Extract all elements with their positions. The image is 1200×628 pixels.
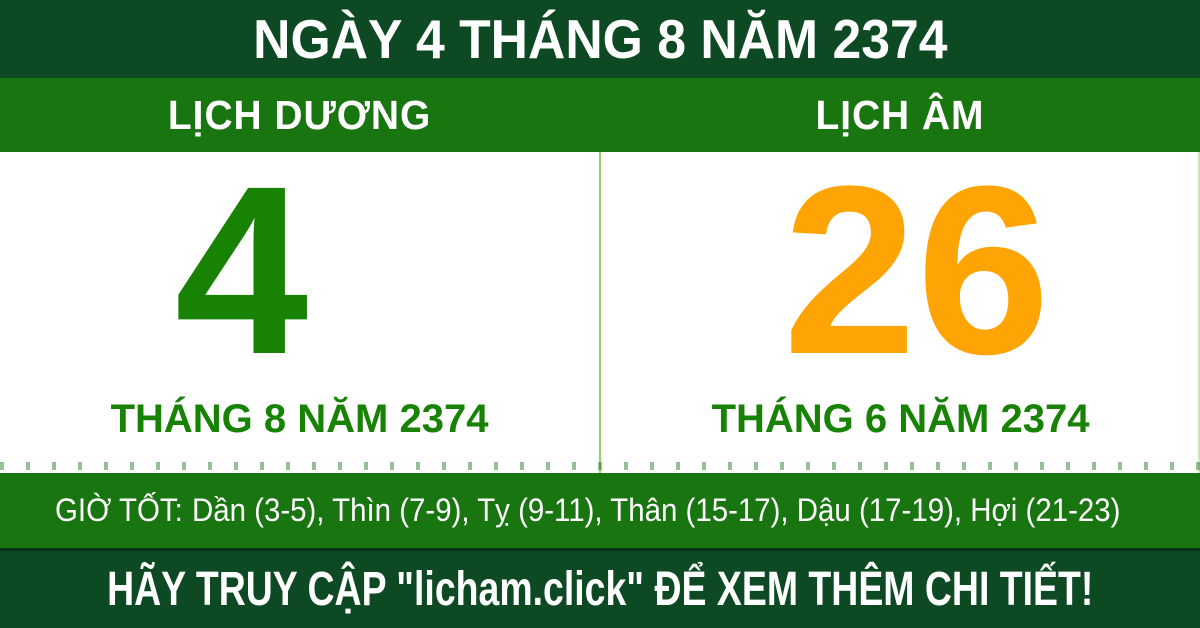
footer-cta-bar[interactable]: HÃY TRUY CẬP "licham.click" ĐỂ XEM THÊM … — [0, 551, 1200, 628]
good-hours-text: GIỜ TỐT: Dần (3-5), Thìn (7-9), Tỵ (9-11)… — [55, 492, 1120, 529]
solar-day-number: 4 — [174, 136, 309, 404]
calendar-type-header: LỊCH DƯƠNG LỊCH ÂM — [0, 78, 1200, 152]
solar-day-panel: 4 THÁNG 8 NĂM 2374 — [0, 150, 601, 473]
lunar-day-number-row: 26 — [601, 150, 1200, 390]
footer-separator-line — [0, 548, 1200, 551]
lunar-day-number: 26 — [783, 136, 1050, 404]
tab-lunar-calendar[interactable]: LỊCH ÂM — [600, 78, 1200, 152]
solar-column-label: LỊCH DƯƠNG — [168, 91, 432, 138]
date-header-bar: NGÀY 4 THÁNG 8 NĂM 2374 — [0, 0, 1200, 78]
lunar-day-panel: 26 THÁNG 6 NĂM 2374 — [601, 150, 1200, 473]
good-hours-bar: GIỜ TỐT: Dần (3-5), Thìn (7-9), Tỵ (9-11)… — [0, 473, 1200, 548]
day-panels: 4 THÁNG 8 NĂM 2374 26 THÁNG 6 NĂM 2374 — [0, 150, 1200, 473]
good-hours-list: Dần (3-5), Thìn (7-9), Tỵ (9-11), Thân (… — [191, 492, 1121, 528]
footer-cta-text: HÃY TRUY CẬP "licham.click" ĐỂ XEM THÊM … — [106, 563, 1094, 616]
solar-month-year: THÁNG 8 NĂM 2374 — [110, 397, 489, 441]
page-title: NGÀY 4 THÁNG 8 NĂM 2374 — [252, 8, 948, 70]
solar-day-number-row: 4 — [0, 150, 599, 390]
good-hours-label: GIỜ TỐT: — [55, 492, 183, 528]
lunar-column-label: LỊCH ÂM — [815, 91, 985, 138]
tab-solar-calendar[interactable]: LỊCH DƯƠNG — [0, 78, 600, 152]
lunar-month-year: THÁNG 6 NĂM 2374 — [711, 397, 1090, 441]
